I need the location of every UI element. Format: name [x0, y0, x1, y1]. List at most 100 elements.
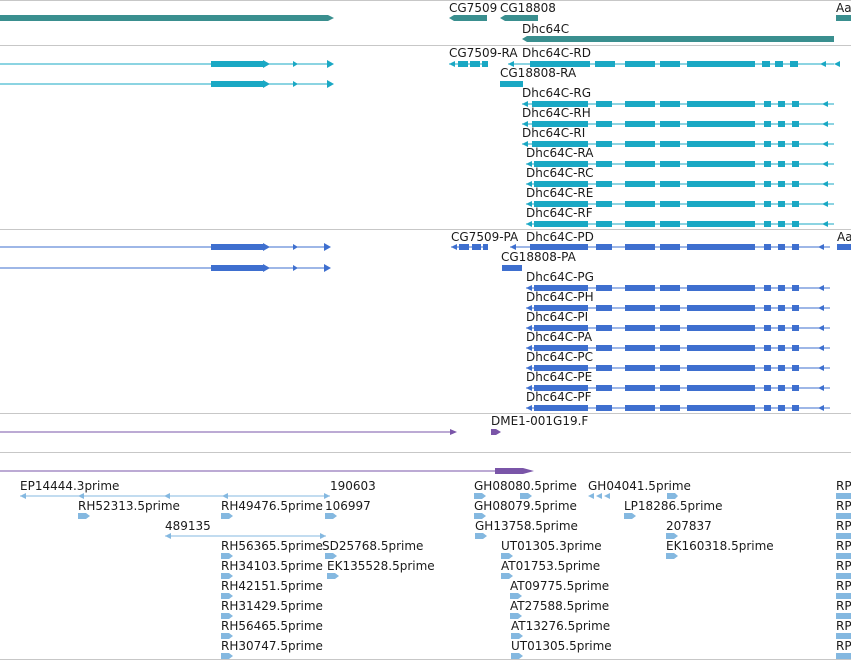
est-item[interactable]: 106997	[325, 499, 371, 519]
est-item[interactable]: GH08079.5prime	[474, 499, 577, 519]
misc-dme1-001g19-f[interactable]: DME1-001G19.F	[491, 414, 588, 435]
est-item[interactable]: AT13276.5prime	[511, 619, 610, 639]
transcript-dhc64c-re[interactable]: Dhc64C-RE	[526, 186, 834, 207]
est-item[interactable]: RH49476.5prime	[221, 499, 323, 519]
transcript-label: Dhc64C-RG	[522, 86, 591, 100]
gene-label: CG7509	[449, 1, 497, 15]
protein-label: Dhc64C-PG	[526, 270, 594, 284]
est-item[interactable]: AT09775.5prime	[510, 579, 609, 599]
transcript-cg7509-ra[interactable]: CG7509-RA	[449, 46, 518, 67]
est-item[interactable]: AT27588.5prime	[510, 599, 609, 619]
protein-dhc64c-pe[interactable]: Dhc64C-PE	[526, 370, 830, 391]
est-label: RP	[836, 479, 851, 493]
transcript-dhc64c-rh[interactable]: Dhc64C-RH	[522, 106, 834, 127]
est-item[interactable]: RH56365.5prime	[221, 539, 323, 559]
est-label: RH49476.5prime	[221, 499, 323, 513]
est-item[interactable]: RP	[836, 539, 851, 559]
transcript-label: Dhc64C-RI	[522, 126, 585, 140]
est-item[interactable]: RP	[836, 599, 851, 619]
transcript-left-1[interactable]	[0, 60, 334, 68]
transcript-track: CG7509-RA CG18808-RA Dhc64C-RD	[0, 46, 840, 227]
est-item[interactable]: GH08080.5prime	[474, 479, 577, 499]
gene-dhc64c[interactable]: Dhc64C	[522, 22, 834, 42]
est-item[interactable]: LP18286.5prime	[624, 499, 723, 519]
misc-feature-long[interactable]	[0, 468, 534, 474]
est-item[interactable]: RH34103.5prime	[221, 559, 323, 579]
gene-label: Aa	[836, 1, 851, 15]
protein-dhc64c-pc[interactable]: Dhc64C-PC	[526, 350, 830, 371]
gene-feature-left[interactable]	[0, 15, 328, 21]
est-item[interactable]: RP	[836, 519, 851, 539]
est-item[interactable]: UT01305.5prime	[511, 639, 612, 659]
transcript-left-2[interactable]	[0, 80, 334, 88]
gene-cg7509[interactable]: CG7509	[449, 1, 497, 21]
protein-dhc64c-pi[interactable]: Dhc64C-PI	[526, 310, 830, 331]
protein-dhc64c-pa[interactable]: Dhc64C-PA	[526, 330, 830, 351]
est-item[interactable]: 207837	[666, 519, 712, 539]
est-item[interactable]: RP	[836, 579, 851, 599]
gene-label: CG18808	[500, 1, 556, 15]
transcript-label: Dhc64C-RD	[522, 46, 591, 60]
est-label: AT01753.5prime	[501, 559, 600, 573]
est-item[interactable]: RP	[836, 639, 851, 659]
transcript-dhc64c-rc[interactable]: Dhc64C-RC	[526, 166, 834, 187]
transcript-dhc64c-rg[interactable]: Dhc64C-RG	[522, 86, 834, 107]
est-item[interactable]: SD25768.5prime	[322, 539, 423, 559]
est-item[interactable]: EK135528.5prime	[327, 559, 435, 579]
est-label: GH04041.5prime	[588, 479, 691, 493]
transcript-dhc64c-rd[interactable]: Dhc64C-RD	[508, 46, 840, 67]
transcript-label: Dhc64C-RF	[526, 206, 593, 220]
protein-left-1[interactable]	[0, 243, 331, 251]
protein-cg7509-pa[interactable]: CG7509-PA	[451, 230, 519, 250]
est-label: AT09775.5prime	[510, 579, 609, 593]
protein-label: Aa	[837, 230, 851, 244]
est-item[interactable]: RP	[836, 499, 851, 519]
protein-aa[interactable]: Aa	[837, 230, 851, 250]
gene-aa-bar[interactable]	[836, 15, 851, 21]
gene-aa[interactable]: Aa	[836, 1, 851, 21]
protein-dhc64c-ph[interactable]: Dhc64C-PH	[526, 290, 830, 311]
transcript-dhc64c-ri[interactable]: Dhc64C-RI	[522, 126, 834, 147]
est-item[interactable]: RP	[836, 559, 851, 579]
protein-dhc64c-pf[interactable]: Dhc64C-PF	[526, 390, 830, 411]
est-item[interactable]: RH42151.5prime	[221, 579, 323, 599]
est-item[interactable]: GH04041.5prime	[588, 479, 691, 499]
est-label: RP	[836, 599, 851, 613]
protein-dhc64c-pd[interactable]: Dhc64C-PD	[510, 230, 830, 250]
protein-label: Dhc64C-PA	[526, 330, 593, 344]
transcript-dhc64c-rf[interactable]: Dhc64C-RF	[526, 206, 834, 227]
gene-dhc64c-bar[interactable]	[522, 36, 834, 42]
gene-strand-arrow[interactable]	[328, 15, 334, 21]
est-item[interactable]: EK160318.5prime	[666, 539, 774, 559]
est-label: AT13276.5prime	[511, 619, 610, 633]
protein-cg18808-pa[interactable]: CG18808-PA	[501, 250, 577, 271]
gene-cg18808-bar[interactable]	[500, 15, 538, 21]
est-item[interactable]: RH52313.5prime	[78, 499, 180, 519]
protein-dhc64c-pg[interactable]: Dhc64C-PG	[526, 270, 830, 291]
est-item[interactable]: UT01305.3prime	[501, 539, 602, 559]
transcript-cg18808-ra[interactable]: CG18808-RA	[500, 66, 577, 87]
est-item[interactable]: 489135	[165, 519, 326, 539]
est-label: RP	[836, 639, 851, 653]
est-item[interactable]: RP	[836, 479, 851, 499]
est-item[interactable]: RH56465.5prime	[221, 619, 323, 639]
est-label: SD25768.5prime	[322, 539, 423, 553]
transcript-label: Dhc64C-RE	[526, 186, 593, 200]
est-item[interactable]: 190603	[324, 479, 376, 499]
gene-cg7509-bar[interactable]	[449, 15, 487, 21]
protein-left-2[interactable]	[0, 264, 331, 272]
est-item[interactable]: EP14444.3prime	[20, 479, 330, 499]
est-item[interactable]: GH13758.5prime	[475, 519, 578, 539]
misc-feature-left[interactable]	[0, 429, 457, 435]
est-item[interactable]: RP	[836, 619, 851, 639]
protein-label: Dhc64C-PI	[526, 310, 588, 324]
transcript-label: Dhc64C-RA	[526, 146, 594, 160]
est-item[interactable]: AT01753.5prime	[501, 559, 600, 579]
est-label: RP	[836, 559, 851, 573]
est-label: RH34103.5prime	[221, 559, 323, 573]
gene-cg18808[interactable]: CG18808	[500, 1, 556, 21]
est-item[interactable]: RH30747.5prime	[221, 639, 323, 659]
transcript-dhc64c-ra[interactable]: Dhc64C-RA	[526, 146, 834, 167]
est-item[interactable]: RH31429.5prime	[221, 599, 323, 619]
